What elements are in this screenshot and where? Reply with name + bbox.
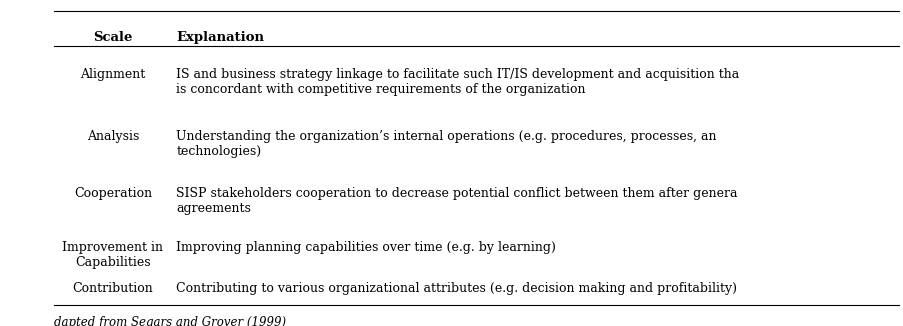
Text: Scale: Scale [93,31,133,44]
Text: Contributing to various organizational attributes (e.g. decision making and prof: Contributing to various organizational a… [176,282,737,295]
Text: dapted from Segars and Grover (1999): dapted from Segars and Grover (1999) [54,316,286,326]
Text: Improvement in
Capabilities: Improvement in Capabilities [62,241,163,269]
Text: Improving planning capabilities over time (e.g. by learning): Improving planning capabilities over tim… [176,241,555,254]
Text: Understanding the organization’s internal operations (e.g. procedures, processes: Understanding the organization’s interna… [176,130,716,158]
Text: Explanation: Explanation [176,31,264,44]
Text: Analysis: Analysis [87,130,139,143]
Text: Alignment: Alignment [80,68,145,82]
Text: SISP stakeholders cooperation to decrease potential conflict between them after : SISP stakeholders cooperation to decreas… [176,187,737,215]
Text: Contribution: Contribution [72,282,154,295]
Text: IS and business strategy linkage to facilitate such IT/IS development and acquis: IS and business strategy linkage to faci… [176,68,739,96]
Text: Cooperation: Cooperation [74,187,152,200]
